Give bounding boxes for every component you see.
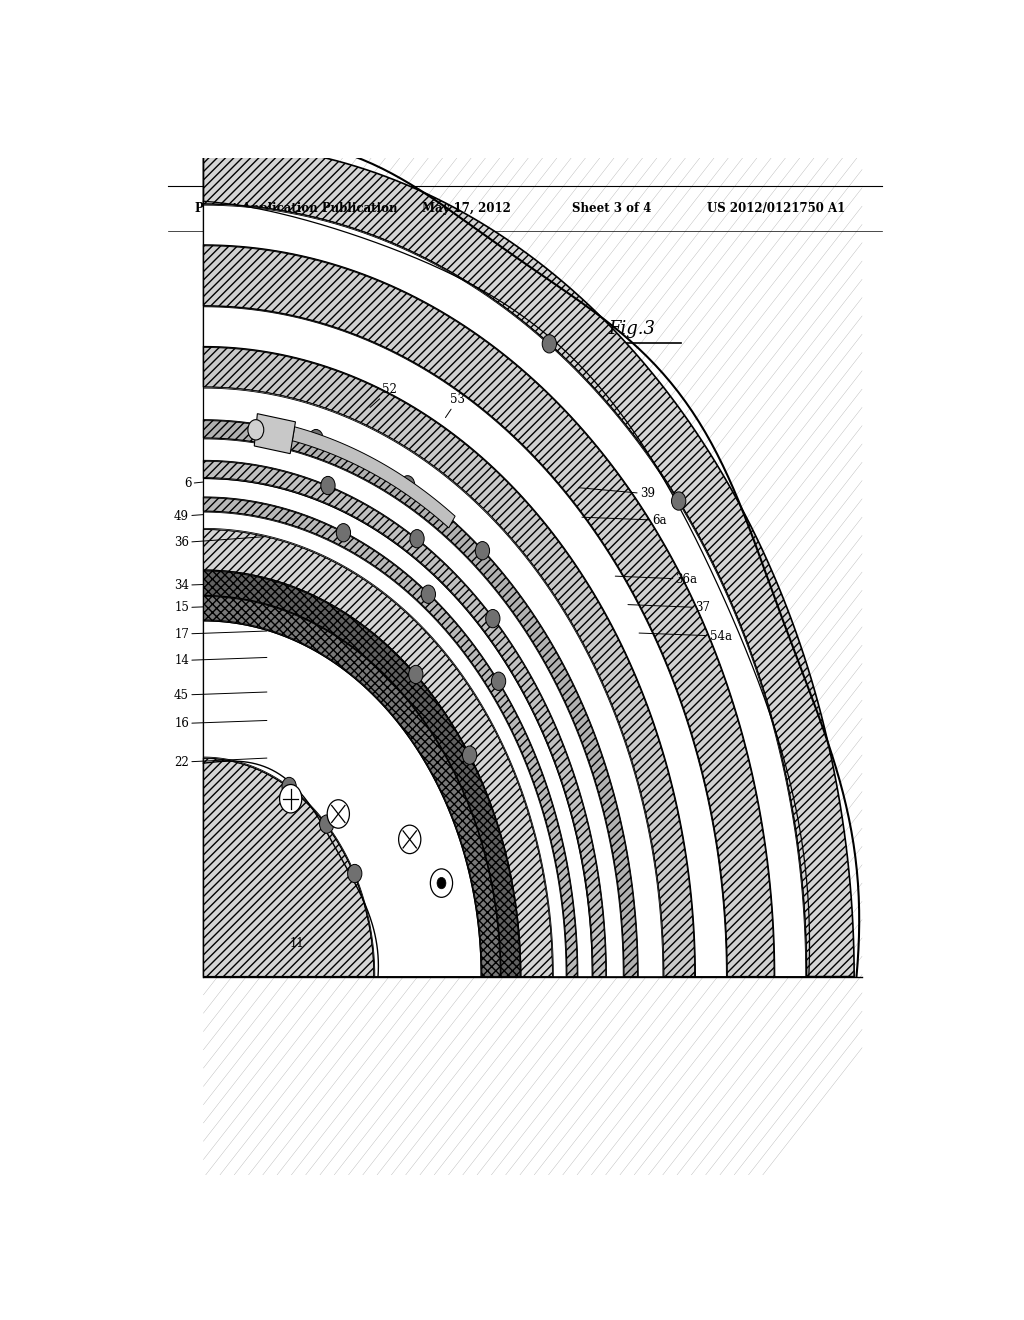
Polygon shape (204, 479, 592, 977)
Circle shape (347, 865, 361, 883)
Text: 37: 37 (628, 601, 711, 614)
Text: 6a: 6a (582, 513, 667, 527)
Text: May 17, 2012: May 17, 2012 (422, 202, 511, 215)
Text: Fig.3: Fig.3 (608, 321, 655, 338)
Text: 53: 53 (445, 393, 465, 417)
Circle shape (309, 429, 324, 447)
Polygon shape (254, 413, 296, 454)
Text: 15: 15 (174, 601, 267, 614)
Circle shape (437, 878, 445, 888)
Polygon shape (204, 143, 854, 977)
Circle shape (421, 585, 435, 603)
Polygon shape (204, 461, 606, 977)
Polygon shape (204, 205, 807, 977)
Polygon shape (204, 758, 374, 977)
Circle shape (282, 777, 296, 796)
Polygon shape (204, 387, 664, 977)
Polygon shape (204, 496, 578, 977)
Polygon shape (204, 529, 553, 977)
Circle shape (400, 475, 415, 494)
Circle shape (475, 541, 489, 560)
Polygon shape (204, 570, 521, 977)
Circle shape (463, 746, 477, 764)
Text: 54a: 54a (639, 630, 732, 643)
Circle shape (248, 420, 264, 440)
Text: 17: 17 (174, 627, 267, 640)
Text: 22: 22 (174, 755, 267, 768)
Polygon shape (204, 244, 775, 977)
Circle shape (336, 524, 350, 543)
Text: 52: 52 (370, 383, 397, 408)
Polygon shape (204, 420, 638, 977)
Text: 14: 14 (174, 653, 267, 667)
Text: 11: 11 (290, 937, 304, 949)
Circle shape (280, 784, 302, 813)
Circle shape (319, 814, 334, 833)
Circle shape (410, 529, 424, 548)
Polygon shape (204, 438, 624, 977)
Polygon shape (292, 426, 455, 528)
Text: Patent Application Publication: Patent Application Publication (196, 202, 398, 215)
Polygon shape (204, 306, 727, 977)
Polygon shape (204, 620, 481, 977)
Text: Sheet 3 of 4: Sheet 3 of 4 (572, 202, 652, 215)
Polygon shape (204, 511, 567, 977)
Circle shape (398, 825, 421, 854)
Text: 45: 45 (174, 689, 267, 701)
Circle shape (542, 335, 556, 352)
Text: 6: 6 (184, 475, 267, 490)
Polygon shape (204, 346, 695, 977)
Circle shape (321, 477, 335, 495)
Text: US 2012/0121750 A1: US 2012/0121750 A1 (708, 202, 846, 215)
Circle shape (328, 800, 349, 828)
Polygon shape (204, 595, 501, 977)
Text: 16: 16 (174, 717, 267, 730)
Text: 34: 34 (174, 578, 267, 591)
Text: 36: 36 (174, 536, 267, 549)
Text: 36a: 36a (615, 573, 697, 586)
Circle shape (672, 492, 686, 510)
Circle shape (492, 672, 506, 690)
Circle shape (485, 610, 500, 628)
Text: 39: 39 (579, 487, 655, 500)
Text: 49: 49 (174, 510, 267, 523)
Circle shape (409, 665, 423, 684)
Circle shape (430, 869, 453, 898)
